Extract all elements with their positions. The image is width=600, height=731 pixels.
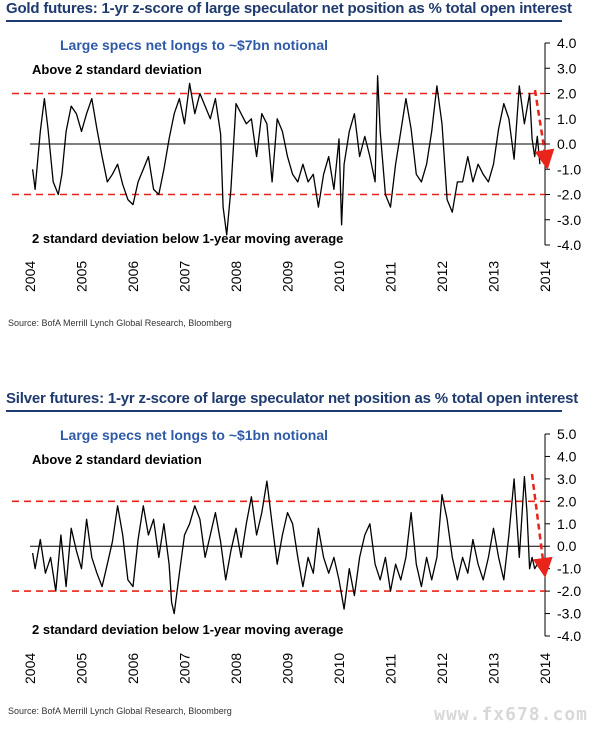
silver-y-tick-label: 2.0 [557,493,577,509]
gold-x-tick-label: 2014 [537,261,553,292]
watermark: www.fx678.com [434,704,588,725]
gold-y-tick-label: 2.0 [557,86,577,102]
gold-title-rule [6,20,562,22]
gold-trend-arrow [533,89,555,170]
gold-y-tick-label: 3.0 [557,60,577,76]
gold-source-note: Source: BofA Merrill Lynch Global Resear… [8,318,232,328]
silver-x-tick-label: 2005 [74,653,90,684]
silver-notional-label: Large specs net longs to ~$1bn notional [60,427,328,443]
silver-y-tick-label: 4.0 [557,448,577,464]
silver-x-tick-label: 2008 [228,653,244,684]
gold-notional-label: Large specs net longs to ~$7bn notional [60,37,328,53]
silver-series-line [31,475,541,615]
silver-x-tick-label: 2009 [280,653,296,684]
gold-x-tick-label: 2011 [383,262,399,292]
silver-y-tick-label: 1.0 [557,516,577,532]
gold-x-tick-label: 2010 [331,261,347,292]
silver-x-tick-label: 2011 [383,654,399,684]
silver-y-tick-label: 3.0 [557,471,577,487]
silver-y-tick-label: -3.0 [557,606,581,622]
gold-lower-band-label: 2 standard deviation below 1-year moving… [32,231,343,246]
silver-title-rule [6,410,562,412]
silver-upper-band-label: Above 2 standard deviation [32,452,202,467]
gold-x-tick-label: 2009 [280,261,296,292]
silver-y-tick-label: -2.0 [557,583,581,599]
gold-x-tick-label: 2013 [486,261,502,292]
gold-panel: Gold futures: 1-yr z-score of large spec… [0,0,600,340]
gold-x-tick-label: 2006 [125,261,141,292]
gold-y-tick-label: 4.0 [557,35,577,51]
silver-y-tick-label: -1.0 [557,561,581,577]
silver-y-tick-label: -4.0 [557,628,581,644]
silver-y-tick-label: 0.0 [557,538,577,554]
silver-y-tick-label: 5.0 [557,426,577,442]
gold-y-tick-label: -4.0 [557,237,581,253]
gold-upper-band-label: Above 2 standard deviation [32,62,202,77]
silver-x-tick-label: 2014 [537,653,553,684]
gold-chart: 4.0 3.0 2.0 1.0 0.0 -1.0 -2.0 -3.0 -4.0 2004 2005 2… [12,35,581,292]
silver-trend-arrow [530,473,553,578]
gold-series-line [31,75,541,236]
gold-x-tick-label: 2007 [177,261,193,292]
silver-chart-title: Silver futures: 1-yr z-score of large sp… [6,390,579,407]
gold-y-tick-label: 0.0 [557,136,577,152]
silver-x-tick-label: 2006 [125,653,141,684]
silver-x-tick-label: 2012 [434,653,450,684]
gold-y-tick-label: 1.0 [557,111,577,127]
silver-source-note: Source: BofA Merrill Lynch Global Resear… [8,706,232,716]
silver-x-tick-label: 2010 [331,653,347,684]
gold-x-tick-label: 2012 [434,261,450,292]
silver-x-tick-label: 2013 [486,653,502,684]
silver-panel: Silver futures: 1-yr z-score of large sp… [0,390,600,730]
gold-y-tick-label: -2.0 [557,187,581,203]
gold-y-tick-label: -1.0 [557,161,581,177]
gold-x-tick-label: 2008 [228,261,244,292]
gold-x-tick-label: 2005 [74,261,90,292]
silver-x-tick-label: 2004 [22,653,38,684]
silver-x-tick-label: 2007 [177,653,193,684]
silver-chart: 5.0 4.0 3.0 2.0 1.0 0.0 -1.0 -2.0 -3.0 -4.0 2004 20… [12,426,581,684]
gold-y-tick-label: -3.0 [557,212,581,228]
silver-lower-band-label: 2 standard deviation below 1-year moving… [32,622,343,637]
gold-x-tick-label: 2004 [22,261,38,292]
gold-chart-title: Gold futures: 1-yr z-score of large spec… [6,0,572,17]
